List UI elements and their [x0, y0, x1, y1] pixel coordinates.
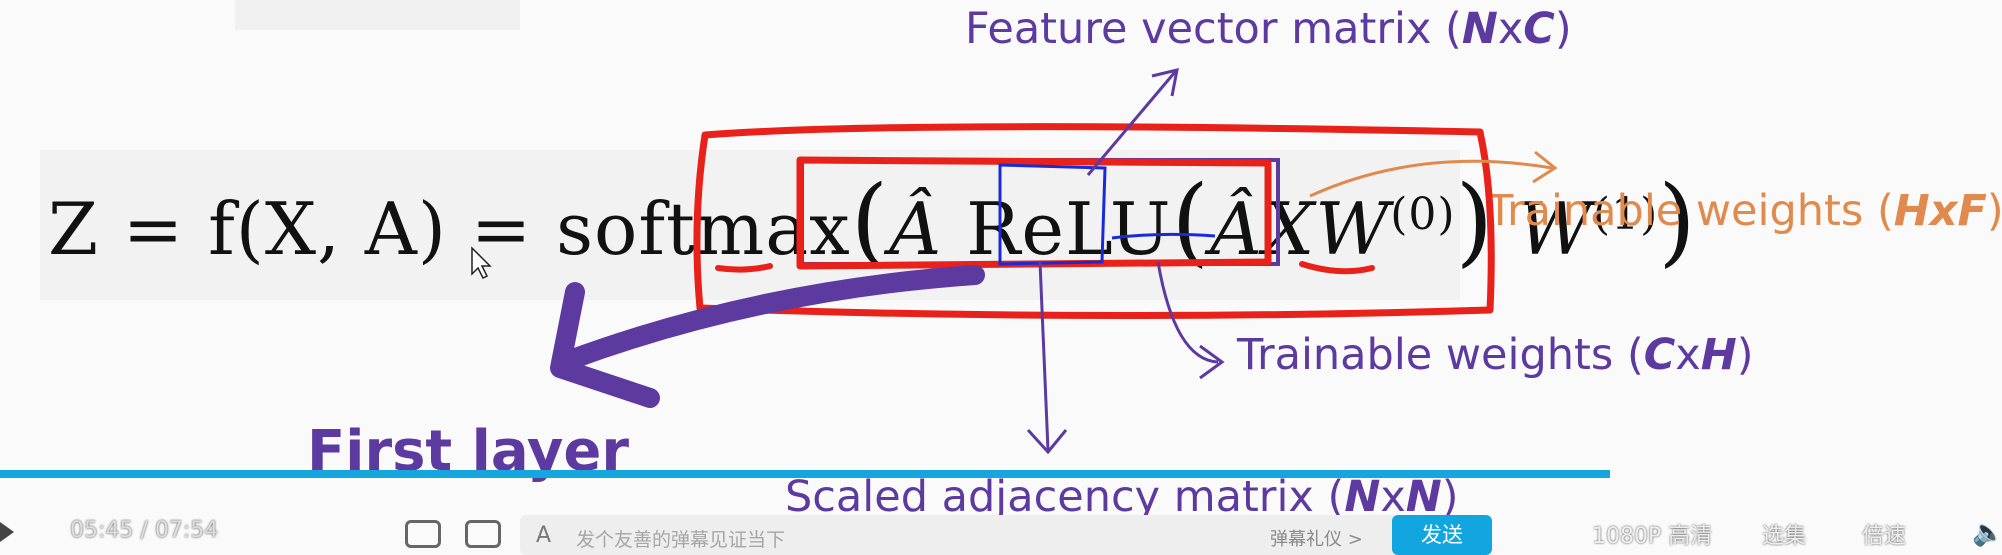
- scaled-arrow: [1038, 261, 1050, 451]
- red-outer-box: [693, 123, 1495, 320]
- equation-a-hat-x: ÂX: [1209, 187, 1316, 271]
- danmaku-settings-icon[interactable]: [465, 520, 501, 548]
- equation-paren-open-inner: (: [1171, 165, 1210, 277]
- train1-label-var: HxF: [1893, 186, 1987, 236]
- train0-arrow: [1156, 261, 1219, 364]
- train1-label-close: ): [1986, 186, 2002, 236]
- danmaku-etiquette-link[interactable]: 弹幕礼仪 >: [1270, 529, 1363, 550]
- danmaku-placeholder: 发个友善的弹幕见证当下: [576, 529, 786, 551]
- equation-a-hat: Â: [889, 187, 943, 271]
- video-progress-bar[interactable]: [0, 470, 1610, 478]
- slide: Z = f(X, A) = softmax(Â ReLU(ÂXW(0)) W(1…: [0, 0, 2002, 522]
- scaled-label-var-n1: N: [1344, 472, 1381, 522]
- equation-w1: W: [1517, 187, 1593, 271]
- orange-arrowhead: [1532, 150, 1558, 184]
- red-underline-a-hat: [715, 263, 773, 273]
- play-icon[interactable]: [0, 522, 14, 542]
- scaled-label-close: ): [1441, 472, 1459, 522]
- scaled-label-var-n2: N: [1405, 472, 1442, 522]
- equation-paren-close: ): [1658, 165, 1697, 277]
- equation-background: [40, 150, 1460, 300]
- relu-box: [800, 158, 1280, 266]
- episodes-button[interactable]: 选集: [1762, 524, 1807, 549]
- time-separator: /: [133, 518, 155, 543]
- train0-label-close: ): [1736, 330, 1754, 380]
- train0-label-var-h: H: [1700, 330, 1737, 380]
- feature-arrowhead: [1151, 67, 1179, 97]
- gcn-equation: Z = f(X, A) = softmax(Â ReLU(ÂXW(0)) W(1…: [48, 160, 1697, 276]
- first-layer-arrowhead: [550, 282, 660, 408]
- speed-button[interactable]: 倍速: [1862, 524, 1907, 549]
- feature-arrow: [1086, 71, 1177, 176]
- orange-arrow: [1309, 159, 1553, 198]
- feature-label-text: Feature vector matrix (: [965, 4, 1462, 54]
- equation-w1-superscript: (1): [1592, 189, 1659, 240]
- blue-box-ax: [998, 163, 1107, 266]
- train0-label-var-c: C: [1643, 330, 1676, 380]
- first-layer-arrow: [560, 265, 985, 370]
- danmaku-toggle-icon[interactable]: [405, 520, 441, 548]
- quality-button[interactable]: 1080P 高清: [1592, 524, 1713, 549]
- red-underline-w1: [1299, 261, 1375, 275]
- danmaku-input[interactable]: A 发个友善的弹幕见证当下 弹幕礼仪 >: [520, 515, 1400, 555]
- time-display: 05:45 / 07:54: [70, 518, 218, 543]
- danmaku-style-icon[interactable]: A: [536, 523, 552, 548]
- feature-label-var-n: N: [1461, 4, 1498, 54]
- annotation-overlay: [471, 67, 1558, 455]
- equation-paren-open: (: [850, 165, 890, 277]
- feature-vector-label: Feature vector matrix (NxC): [965, 4, 1572, 54]
- blue-underline-w0: [1111, 232, 1216, 240]
- volume-icon[interactable]: 🔈: [1972, 518, 2002, 548]
- feature-label-var-c: C: [1523, 4, 1555, 54]
- equation-lhs: Z = f(X, A) = softmax: [48, 187, 851, 271]
- equation-w0: W: [1315, 187, 1391, 271]
- trainable-weights-w1-label: Trainable weights (HxF): [1487, 186, 2002, 236]
- trainable-weights-w0-label: Trainable weights (CxH): [1237, 330, 1754, 380]
- train0-label-x: x: [1675, 330, 1701, 380]
- time-total: 07:54: [154, 518, 219, 543]
- feature-label-x: x: [1497, 4, 1524, 54]
- equation-w0-superscript: (0): [1390, 189, 1456, 240]
- mouse-cursor-icon: [471, 246, 492, 280]
- train0-arrowhead: [1199, 344, 1225, 380]
- slide-shade-top: [235, 0, 520, 30]
- red-inner-box: [796, 156, 1272, 270]
- scaled-arrowhead: [1026, 428, 1068, 455]
- time-current: 05:45: [70, 518, 134, 543]
- train1-label-text: Trainable weights (: [1487, 186, 1894, 236]
- scaled-label-x: x: [1380, 472, 1406, 522]
- scaled-adjacency-label: Scaled adjacency matrix (NxN): [785, 472, 1459, 522]
- train0-label-text: Trainable weights (: [1237, 330, 1644, 380]
- feature-label-close: ): [1554, 4, 1572, 54]
- send-button[interactable]: 发送: [1392, 515, 1492, 555]
- scaled-label-text: Scaled adjacency matrix (: [785, 472, 1345, 522]
